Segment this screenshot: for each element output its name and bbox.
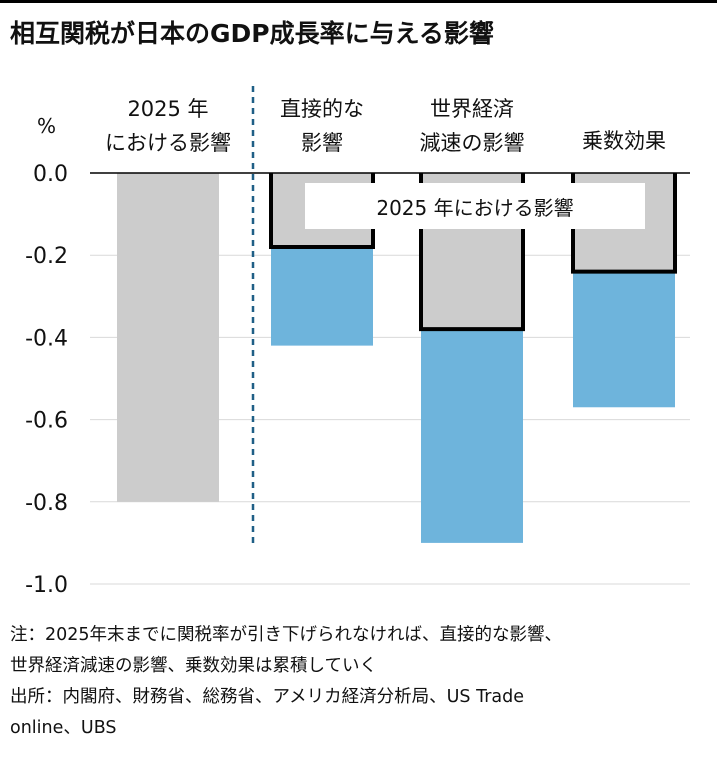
category-label: 影響 [301,131,343,155]
y-tick-label: 0.0 [33,162,68,187]
category-label: 世界経済 [430,97,514,121]
annotation-box [305,183,645,229]
y-unit-label: % [37,114,56,138]
y-tick-label: -0.6 [25,409,68,434]
y-tick-label: -0.8 [25,491,68,516]
note-line-2: 世界経済減速の影響、乗数効果は累積していく [10,656,377,676]
y-tick-label: -0.2 [25,244,68,269]
y-tick-label: -1.0 [25,573,68,598]
bar-cumulative-segment [573,271,675,408]
source-line-1: 出所：内閣府、財務省、総務省、アメリカ経済分析局、US Trade [10,687,525,707]
category-label: 乗数効果 [582,129,666,153]
y-tick-label: -0.4 [25,326,68,351]
category-label: における影響 [105,131,231,155]
bar-cumulative-segment [421,329,523,543]
chart-title: 相互関税が日本のGDP成長率に与える影響 [10,19,494,48]
category-label: 直接的な [280,97,364,121]
notes: 注：2025年末までに関税率が引き下げられなければ、直接的な影響、 世界経済減速… [10,620,710,744]
category-label: 減速の影響 [420,131,525,155]
bar-chart: 0.0 -0.2 -0.4 -0.6 -0.8 -1.0% 2025 年における影響 直接的な… [25,86,690,598]
bar-cumulative-segment [271,246,373,346]
source-line-2: online、UBS [10,718,117,738]
bar-2025-outline [419,173,525,332]
annotation-label: 2025 年における影響 [376,196,573,220]
category-label: 2025 年 [127,97,208,121]
note-line-1: 注：2025年末までに関税率が引き下げられなければ、直接的な影響、 [10,625,563,645]
top-rule [0,0,717,3]
bar-total-2025 [117,173,219,502]
